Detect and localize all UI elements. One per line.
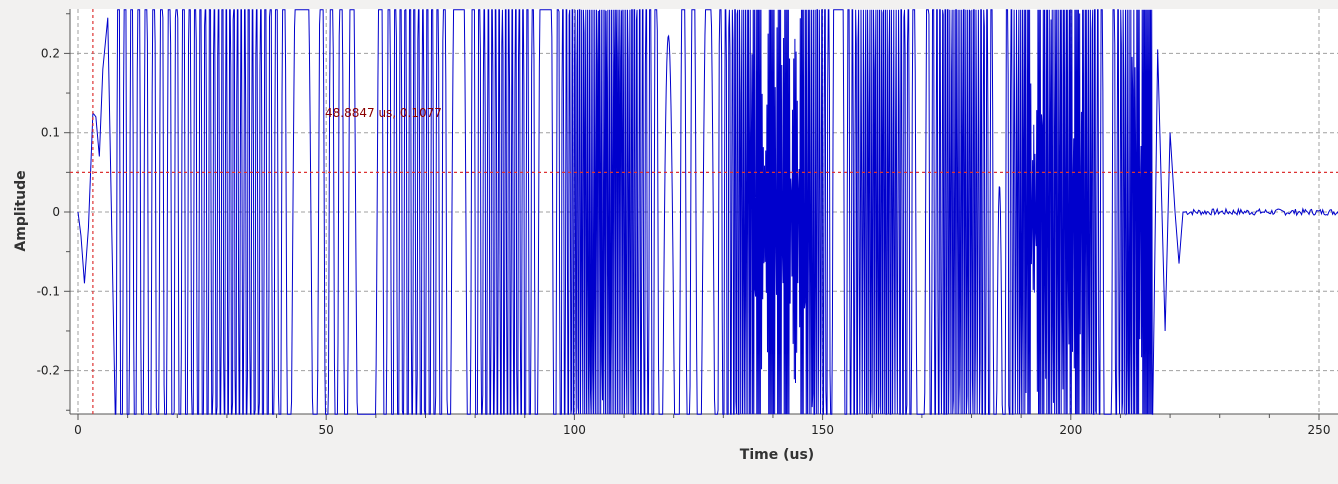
y-tick-label: 0.2 (41, 46, 60, 60)
x-tick-label: 50 (319, 423, 334, 437)
y-tick-label: -0.1 (37, 284, 60, 298)
y-tick-label: 0 (52, 205, 60, 219)
x-tick-label: 0 (74, 423, 82, 437)
x-axis-title: Time (us) (740, 447, 814, 463)
marker-readout: 48.8847 us, 0.1077 (325, 106, 442, 120)
marker-layer: 48.8847 us, 0.1077 (70, 9, 1338, 414)
y-tick-label: 0.1 (41, 126, 60, 140)
x-tick-label: 250 (1308, 423, 1331, 437)
y-tick-label: -0.2 (37, 364, 60, 378)
y-axis-title: Amplitude (13, 170, 29, 251)
x-tick-label: 100 (563, 423, 586, 437)
series-layer (77, 9, 1338, 416)
signal-line (77, 9, 1338, 416)
x-tick-label: 150 (811, 423, 834, 437)
axis-ticks: 0 50 100 150 200 250 0.2 0.1 0 -0.1 -0.2 (37, 13, 1331, 437)
x-tick-label: 200 (1059, 423, 1082, 437)
